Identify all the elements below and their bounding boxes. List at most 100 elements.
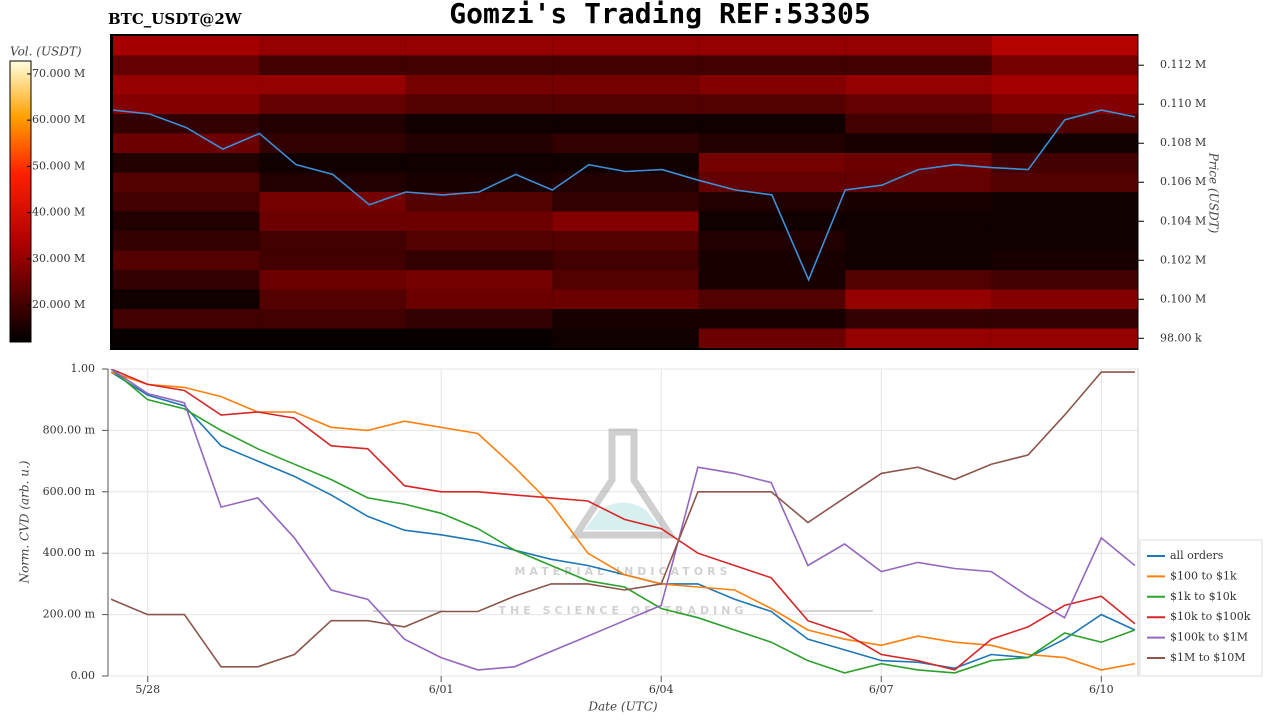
heatmap-cell [259, 309, 406, 329]
heatmap-cell [552, 289, 699, 310]
lines [110, 369, 1136, 674]
heatmap [113, 35, 1138, 349]
heatmap-cell [259, 133, 406, 153]
heatmap-cell [698, 172, 846, 192]
heatmap-cell [259, 35, 406, 56]
colorbar-tick-label: 50.000 M [32, 159, 85, 172]
heatmap-cell [845, 211, 992, 232]
heatmap-cell [113, 192, 260, 212]
heatmap-cell [698, 35, 846, 56]
heatmap-cell [113, 309, 260, 329]
heatmap-cell [845, 289, 992, 310]
heatmap-cell [113, 328, 260, 349]
heatmap-cell [113, 94, 260, 114]
heatmap-cell [698, 192, 846, 212]
y-tick-label: 0.112 M [1160, 58, 1206, 71]
heatmap-cell [552, 55, 699, 75]
heatmap-cell [845, 35, 992, 56]
heatmap-cell [259, 152, 406, 173]
heatmap-cell [405, 270, 553, 290]
y-tick-label: 0.100 M [1160, 292, 1206, 305]
heatmap-cell [552, 35, 699, 56]
y-tick-label: 0.00 [71, 669, 96, 682]
heatmap-cell [405, 35, 553, 56]
heatmap-cell [259, 289, 406, 310]
heatmap-cell [552, 250, 699, 271]
heatmap-cell [552, 113, 699, 134]
heatmap-cell [113, 211, 260, 232]
heatmap-cell [405, 55, 553, 75]
watermark-subtitle: THE SCIENCE OF TRADING [499, 604, 748, 617]
heatmap-cell [552, 328, 699, 349]
legend-label: $10k to $100k [1170, 610, 1251, 623]
heatmap-cell [698, 55, 846, 75]
chart-subtitle: BTC_USDT@2W [108, 10, 243, 28]
heatmap-cell [552, 231, 699, 251]
heatmap-cell [991, 250, 1138, 271]
heatmap-cell [552, 309, 699, 329]
heatmap-cell [552, 74, 699, 95]
chart-title: Gomzi's Trading REF:53305 [449, 0, 870, 30]
cvd-line [110, 369, 1136, 674]
cvd-line [110, 371, 1136, 671]
heatmap-cell [991, 94, 1138, 114]
heatmap-cell [405, 231, 553, 251]
heatmap-cell [113, 74, 260, 95]
heatmap-cell [259, 231, 406, 251]
legend-label: $1k to $10k [1170, 590, 1237, 603]
heatmap-cell [991, 309, 1138, 329]
heatmap-cell [845, 152, 992, 173]
heatmap-cell [845, 250, 992, 271]
y-tick-label: 0.106 M [1160, 175, 1206, 188]
heatmap-cell [991, 152, 1138, 173]
y-axis-label: Norm. CVD (arb. u.) [18, 460, 32, 584]
heatmap-cell [698, 211, 846, 232]
heatmap-cell [991, 289, 1138, 310]
heatmap-cell [698, 74, 846, 95]
heatmap-cell [552, 94, 699, 114]
heatmap-cell [259, 270, 406, 290]
heatmap-cell [845, 192, 992, 212]
heatmap-cell [259, 74, 406, 95]
legend-label: $100k to $1M [1170, 631, 1248, 644]
colorbar-tick-label: 20.000 M [32, 298, 85, 311]
legend [1139, 539, 1263, 677]
heatmap-cell [991, 328, 1138, 349]
colorbar-tick-label: 40.000 M [32, 206, 85, 219]
heatmap-cell [259, 94, 406, 114]
heatmap-cell [845, 328, 992, 349]
heatmap-cell [845, 309, 992, 329]
heatmap-cell [845, 55, 992, 75]
heatmap-cell [113, 250, 260, 271]
heatmap-cell [405, 94, 553, 114]
heatmap-cell [405, 113, 553, 134]
legend-label: $1M to $10M [1170, 651, 1246, 664]
heatmap-cell [405, 250, 553, 271]
heatmap-cell [991, 172, 1138, 192]
heatmap-cell [552, 270, 699, 290]
heatmap-cell [845, 231, 992, 251]
grid [108, 368, 1138, 677]
cvd-line [110, 369, 1136, 671]
heatmap-cell [698, 113, 846, 134]
y-tick-label: 0.104 M [1160, 214, 1206, 227]
heatmap-cell [845, 270, 992, 290]
legend-label: $100 to $1k [1170, 569, 1237, 582]
colorbar [9, 60, 32, 343]
heatmap-cell [259, 211, 406, 232]
heatmap-cell [552, 211, 699, 232]
heatmap-cell [113, 55, 260, 75]
y-tick-label: 0.110 M [1160, 97, 1206, 110]
heatmap-cell [113, 113, 260, 134]
watermark: MATERIAL INDICATORS [514, 565, 731, 578]
heatmap-cell [991, 192, 1138, 212]
heatmap-cell [991, 231, 1138, 251]
heatmap-cell [845, 113, 992, 134]
heatmap-cell [991, 74, 1138, 95]
heatmap-cell [113, 133, 260, 153]
heatmap-cell [552, 133, 699, 153]
x-tick-label: 5/28 [135, 683, 160, 696]
heatmap-cell [698, 94, 846, 114]
